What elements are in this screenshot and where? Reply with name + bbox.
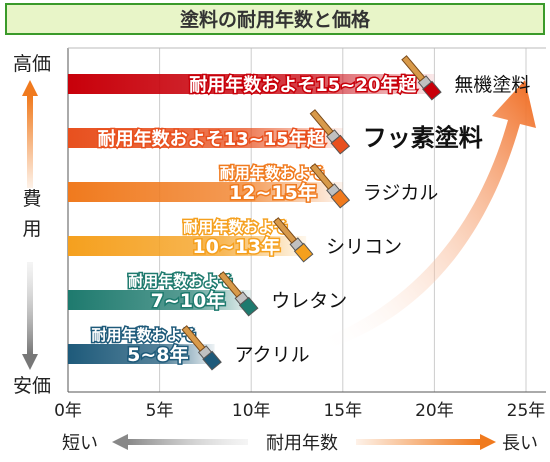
x-arrow-right-shaft — [356, 439, 480, 445]
x-tick-label: 10年 — [232, 401, 271, 421]
x-long-label: 長い — [502, 433, 538, 454]
paint-brush-icon — [401, 55, 442, 101]
x-tick-label: 20年 — [415, 401, 454, 421]
category-label: ラジカル — [363, 182, 439, 204]
x-tick-label: 5年 — [146, 401, 174, 421]
bar-label: 耐用年数およそ — [183, 218, 288, 236]
x-tick-labels: 0年 5年 10年 15年 20年 25年 — [54, 401, 545, 421]
paint-brush-icon — [309, 109, 351, 155]
bar-label: 耐用年数およそ — [220, 164, 325, 182]
x-arrow-left-head — [112, 434, 128, 450]
bar — [68, 236, 307, 256]
paint-brush-icon — [309, 163, 351, 209]
growth-arrow — [320, 80, 536, 350]
paint-brush-icon — [273, 217, 314, 263]
category-label: アクリル — [235, 344, 310, 366]
y-arrow-down-shaft — [27, 262, 33, 354]
x-short-label: 短い — [62, 433, 98, 454]
bar-label: 耐用年数およそ13~15年超 — [98, 128, 326, 150]
chart-title: 塗料の耐用年数と価格 — [180, 8, 371, 31]
category-label: ウレタン — [271, 290, 347, 312]
bar-value-label: 7~10年 — [151, 289, 226, 312]
bar-label: 耐用年数およそ — [128, 272, 233, 290]
bar-value-label: 12~15年 — [229, 181, 317, 204]
bar — [68, 182, 343, 202]
y-axis-label: 費用 — [22, 188, 41, 240]
x-axis-label: 耐用年数 — [266, 433, 338, 454]
category-label: シリコン — [326, 236, 402, 258]
x-arrow-left-shaft — [128, 439, 248, 445]
title-banner — [5, 3, 545, 35]
bar — [68, 344, 215, 364]
bar-label: 耐用年数およそ — [92, 326, 197, 344]
x-arrow-right-head — [480, 434, 496, 450]
bar — [68, 128, 343, 148]
paint-brush-icon — [181, 325, 222, 371]
y-high-label: 高価 — [13, 53, 51, 75]
paint-brush-icon — [218, 271, 259, 317]
y-arrow-up-shaft — [27, 96, 33, 188]
y-low-label: 安価 — [13, 375, 51, 397]
x-tick-label: 0年 — [54, 401, 82, 421]
y-arrow-down-head — [22, 354, 38, 370]
bar-label: 耐用年数およそ15~20年超 — [189, 74, 417, 96]
bar-value-label: 5~8年 — [127, 343, 188, 366]
x-tick-label: 25年 — [507, 401, 546, 421]
y-arrow-up-head — [22, 80, 38, 96]
category-label: 無機塗料 — [454, 73, 530, 96]
bar-value-label: 10~13年 — [192, 235, 280, 258]
bar — [68, 290, 252, 310]
bar — [68, 74, 435, 94]
category-label: フッ素塗料 — [363, 124, 483, 152]
x-tick-label: 15年 — [323, 401, 362, 421]
